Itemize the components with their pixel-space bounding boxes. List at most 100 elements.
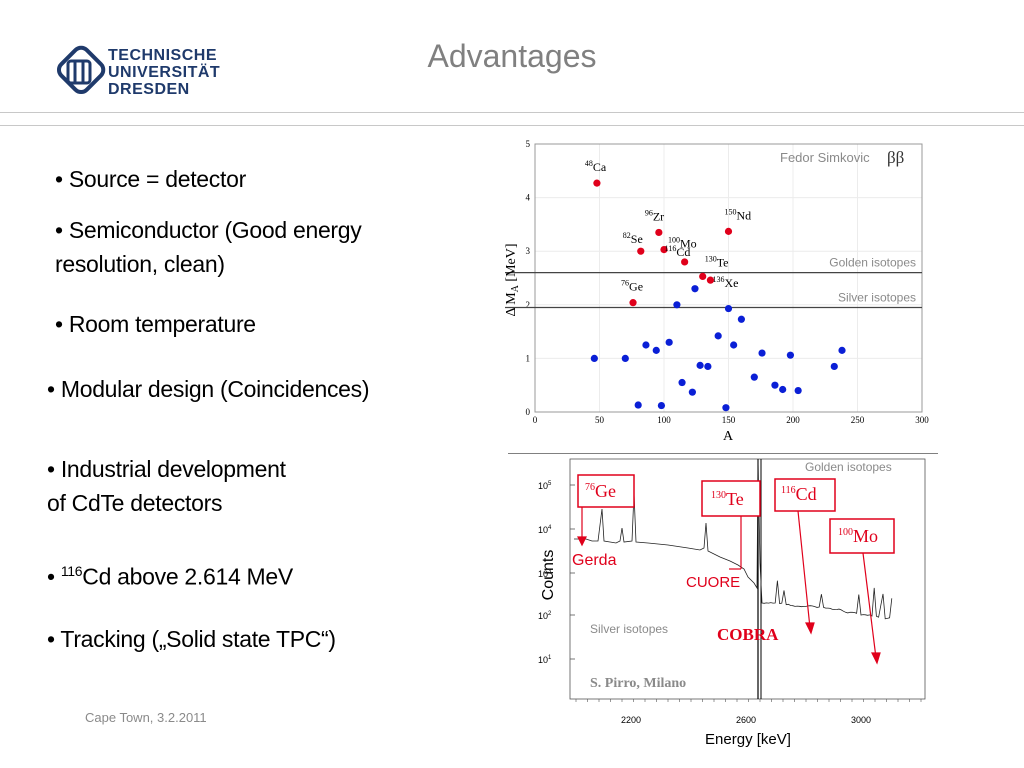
footer-date: Cape Town, 3.2.2011 <box>85 710 207 725</box>
chart1-data-point <box>838 346 846 354</box>
chart1-double-beta-symbol: ββ <box>887 148 904 167</box>
label-ge76: 76Ge <box>585 481 616 501</box>
chart1-isotope-label: 96Zr <box>645 208 664 223</box>
bullet-tracking: • Tracking („Solid state TPC“) <box>47 626 336 652</box>
spectrum-y-tick-label: 102 <box>538 611 552 621</box>
bullet-cd116-text: Cd above 2.614 MeV <box>82 563 293 590</box>
label-cobra: COBRA <box>717 625 779 644</box>
chart1-isotope-label: 150Nd <box>725 207 752 222</box>
chart1-data-point <box>657 401 666 410</box>
chart1-isotope-label: 76Ge <box>621 279 643 294</box>
chart1-isotope-label: 136Xe <box>712 275 738 290</box>
chart1-data-point <box>655 228 663 237</box>
q-value-scatter-chart: 0 50 100 150 200 250 300 0 1 2 3 4 5 Golden isotopes… <box>495 132 935 448</box>
chart1-data-point <box>696 361 704 369</box>
box-mo100 <box>829 518 895 554</box>
spectrum-x-tick-label: 2200 <box>621 715 641 725</box>
slide-title: Advantages <box>0 38 1024 75</box>
header-divider <box>0 112 1024 113</box>
spectrum-golden-label: Golden isotopes <box>805 460 892 474</box>
chart1-data-point <box>737 315 745 323</box>
chart1-x-axis-label: A <box>723 429 734 444</box>
chart1-x-tick-label: 300 <box>915 415 929 425</box>
chart1-data-point <box>590 354 598 362</box>
chart1-x-tick-label: 50 <box>595 415 605 425</box>
chart1-isotope-label: 82Se <box>623 231 643 246</box>
spectrum-trace <box>574 458 893 620</box>
chart1-data-point <box>691 285 699 293</box>
spectrum-silver-label: Silver isotopes <box>590 622 668 636</box>
chart1-isotope-label: 100Mo <box>668 236 697 251</box>
chart1-data-point <box>724 227 733 235</box>
chart1-data-point <box>642 341 650 349</box>
chart1-data-point <box>637 247 645 255</box>
chart1-data-point <box>830 362 838 371</box>
chart1-y-tick-label: 4 <box>526 193 531 203</box>
bullet-modular-design: • Modular design (Coincidences) <box>47 376 370 402</box>
chart1-legend-text: Fedor Simkovic <box>780 150 870 165</box>
chart1-data-point <box>706 276 715 284</box>
energy-spectrum-chart: 101 102 103 104 105 2200 2600 3000 Golden isot… <box>508 453 938 753</box>
spectrum-x-tick-label: 3000 <box>851 715 871 725</box>
bullet-cd116-mass: 116 <box>60 563 83 579</box>
chart1-x-tick-label: 150 <box>722 415 736 425</box>
chart1-data-point <box>629 299 637 307</box>
bullet-room-temperature: • Room temperature <box>55 311 256 337</box>
chart1-data-point <box>771 381 779 389</box>
university-name: TECHNISCHE UNIVERSITÄT DRESDEN <box>108 47 221 98</box>
chart1-data-point <box>688 388 696 396</box>
chart1-y-tick-label: 5 <box>526 139 531 149</box>
bullet-semiconductor: • Semiconductor (Good energy resolution,… <box>55 217 362 277</box>
chart1-data-point <box>750 373 758 381</box>
spectrum-y-tick-label: 105 <box>538 481 552 491</box>
chart1-isotope-label: 130Te <box>705 254 729 269</box>
spectrum-frame <box>569 458 926 700</box>
arrow-ge76-head <box>577 536 587 547</box>
bullet-cd116: • 116Cd above 2.614 MeV <box>47 554 293 594</box>
chart1-data-point <box>678 378 686 387</box>
chart1-y-tick-label: 1 <box>526 353 531 363</box>
chart1-data-point <box>665 338 673 346</box>
slide-title-text: Advantages <box>427 38 597 74</box>
label-cuore: CUORE <box>686 574 740 591</box>
chart1-data-point <box>730 341 738 349</box>
chart1-data-point <box>758 349 766 357</box>
tu-dresden-logo <box>56 45 106 95</box>
bullet-source-detector: • Source = detector <box>55 166 246 192</box>
chart1-x-tick-label: 200 <box>786 415 800 425</box>
chart1-x-tick-label: 100 <box>657 415 671 425</box>
arrow-mo100 <box>862 552 877 659</box>
chart1-data-point <box>794 386 802 395</box>
chart1-isotope-label: 116Cd <box>665 244 691 259</box>
arrow-cd116 <box>797 510 811 629</box>
chart1-data-point <box>681 258 689 266</box>
chart1-data-point <box>714 332 722 340</box>
box-ge76 <box>577 474 635 508</box>
chart1-data-point <box>652 346 660 354</box>
spectrum-y-axis-label: Counts <box>540 550 557 601</box>
chart1-threshold-label: Golden isotopes <box>829 256 916 270</box>
chart1-threshold-label: Silver isotopes <box>838 290 916 304</box>
spectrum-credit: S. Pirro, Milano <box>590 676 686 691</box>
spectrum-x-axis-label: Energy [keV] <box>705 731 791 748</box>
chart1-y-axis-label: Δ MA [MeV] <box>504 243 521 316</box>
chart1-data-point <box>722 404 730 412</box>
chart1-data-point <box>724 304 733 313</box>
chart1-data-point <box>634 401 642 409</box>
chart1-y-tick-label: 3 <box>526 246 531 256</box>
spectrum-x-tick-label: 2600 <box>736 715 756 725</box>
label-te130: 130Te <box>711 489 744 509</box>
chart1-y-tick-label: 0 <box>526 407 531 417</box>
chart1-frame <box>534 143 923 413</box>
arrow-mo100-head <box>871 652 881 665</box>
label-mo100: 100Mo <box>838 526 878 546</box>
label-gerda: Gerda <box>572 552 617 569</box>
bullet-cd116-prefix: • <box>47 563 61 590</box>
chart1-data-point <box>779 385 787 394</box>
spectrum-y-tick-label: 103 <box>538 569 552 579</box>
spectrum-y-tick-label: 101 <box>538 655 552 665</box>
chart1-data-point <box>621 354 629 362</box>
box-te130 <box>701 480 761 517</box>
spectrum-y-tick-label: 104 <box>538 525 552 535</box>
chart1-data-point <box>593 179 601 187</box>
